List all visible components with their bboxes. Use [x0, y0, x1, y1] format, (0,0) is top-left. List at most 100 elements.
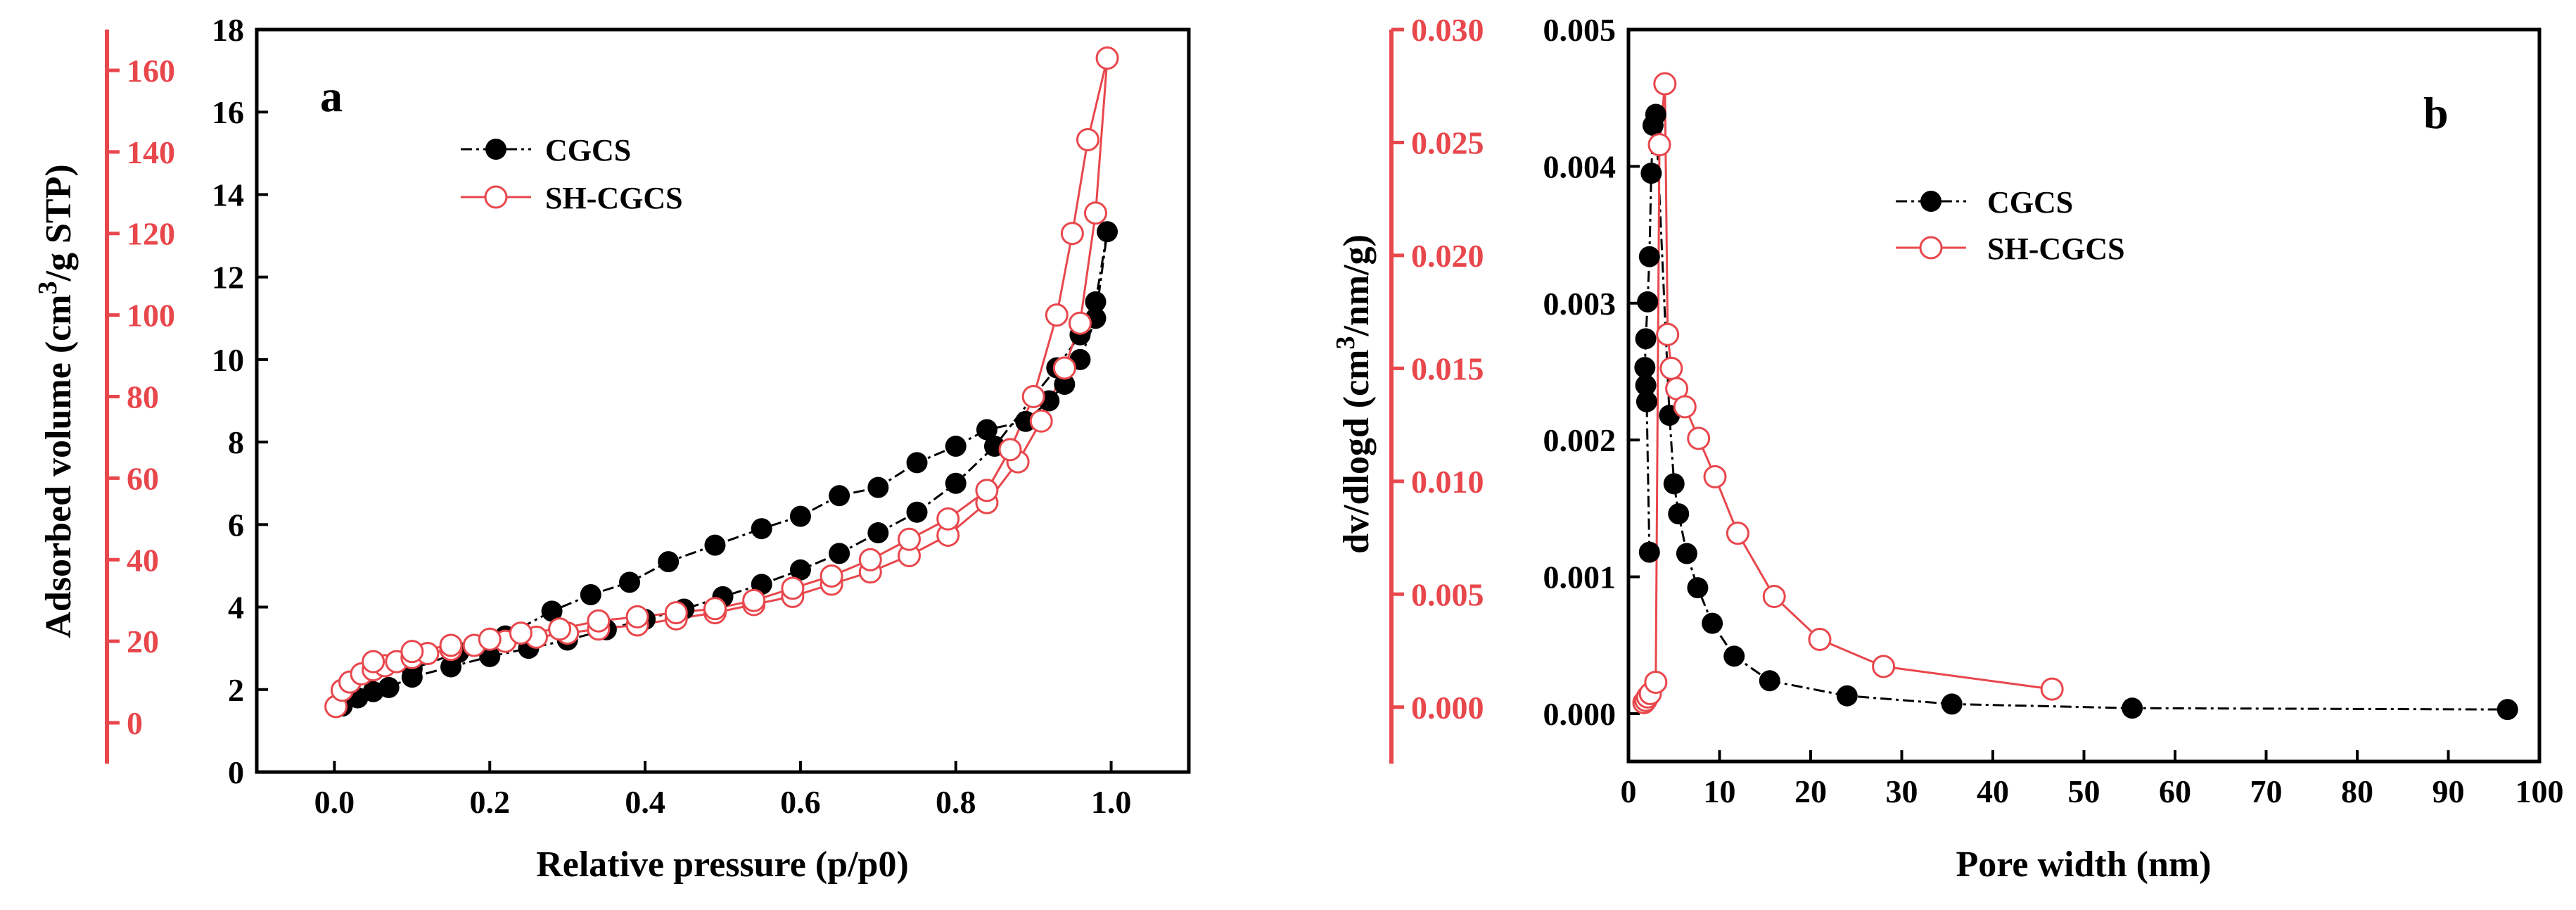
x-tick-label: 70 [2250, 773, 2283, 809]
y-tick-label: 12 [212, 260, 244, 296]
data-point-cgcs [867, 476, 889, 498]
x-tick-label: 50 [2068, 773, 2100, 809]
data-point-sh-cgcs [781, 576, 805, 600]
data-point-sh-cgcs [742, 588, 766, 612]
data-point-sh-cgcs [975, 479, 999, 503]
secondary-y-tick-label: 0.005 [1411, 576, 1484, 612]
panel-label-b: b [2423, 88, 2449, 138]
legend-a: CGCS SH-CGCS [461, 133, 683, 215]
x-tick-label: 60 [2159, 773, 2191, 809]
secondary-y-tick-label: 60 [127, 460, 159, 496]
data-point-sh-cgcs [1647, 133, 1671, 157]
data-point-cgcs [1759, 670, 1780, 692]
legend-marker-shcgcs-b [1919, 236, 1943, 260]
data-point-cgcs [378, 676, 400, 698]
data-point-cgcs [2122, 697, 2143, 719]
secondary-y-tick-label: 0.010 [1411, 464, 1484, 500]
y-tick-label: 0.002 [1543, 422, 1617, 458]
legend-marker-cgcs-b [1920, 191, 1941, 212]
data-point-sh-cgcs [820, 564, 843, 588]
data-point-cgcs [580, 583, 601, 605]
data-point-sh-cgcs [509, 621, 533, 645]
x-tick-label: 100 [2516, 773, 2564, 809]
y-tick-label: 0.000 [1543, 696, 1617, 732]
y-axis-title-a-tail: /g STP) [39, 164, 79, 282]
data-point-cgcs [906, 501, 928, 523]
data-point-cgcs [945, 472, 967, 494]
secondary-y-tick-label: 0.020 [1411, 238, 1484, 274]
data-point-cgcs [1637, 291, 1659, 312]
data-point-sh-cgcs [1656, 322, 1680, 346]
data-point-sh-cgcs [1021, 385, 1045, 408]
y-tick-label: 0.003 [1543, 286, 1617, 322]
data-point-cgcs [1668, 503, 1690, 525]
data-point-sh-cgcs [2040, 677, 2064, 701]
data-point-cgcs [1634, 357, 1656, 379]
y-tick-label: 0 [228, 754, 244, 790]
data-point-cgcs [1941, 693, 1963, 715]
data-point-sh-cgcs [1068, 311, 1092, 335]
data-point-sh-cgcs [1808, 627, 1832, 651]
x-tick-label: 0.0 [314, 784, 355, 820]
y-tick-label: 16 [212, 94, 244, 130]
data-point-cgcs [751, 518, 772, 540]
data-point-sh-cgcs [898, 527, 921, 551]
legend-label-shcgcs-b: SH-CGCS [1987, 232, 2125, 266]
secondary-y-tick-label: 20 [127, 624, 159, 659]
data-point-sh-cgcs [1653, 72, 1677, 96]
data-point-sh-cgcs [858, 548, 882, 571]
legend-label-shcgcs-a: SH-CGCS [545, 181, 683, 215]
data-point-cgcs [906, 452, 928, 474]
plot-frame-a [255, 27, 1191, 774]
y-axis-title-b-tail: /nm/g) [1337, 234, 1377, 336]
x-tick-label: 80 [2341, 773, 2373, 809]
data-point-cgcs [829, 543, 850, 564]
secondary-y-tick-label: 0.025 [1411, 125, 1484, 160]
data-point-sh-cgcs [548, 617, 572, 641]
right-axis-ticks-b: 0.000 0.005 0.010 0.015 0.020 0.025 0.030 [1391, 12, 1484, 726]
data-point-cgcs [945, 435, 967, 457]
data-point-sh-cgcs [1029, 409, 1053, 433]
data-point-sh-cgcs [1687, 426, 1711, 450]
data-point-cgcs [1645, 103, 1666, 125]
series-line-cgcs [1643, 114, 2508, 711]
y-tick-label: 0.005 [1543, 12, 1617, 48]
data-point-sh-cgcs [1095, 46, 1119, 70]
y-axis-title-b-sup: 3 [1331, 336, 1360, 350]
series-points-a [324, 46, 1119, 719]
data-point-cgcs [541, 600, 563, 622]
data-point-cgcs [1635, 328, 1657, 350]
data-point-cgcs [2497, 699, 2518, 721]
legend-b: CGCS SH-CGCS [1896, 185, 2125, 266]
data-point-sh-cgcs [703, 597, 727, 621]
x-tick-label: 30 [1886, 773, 1918, 809]
y-tick-label: 2 [228, 672, 244, 708]
chart-panel-b: 0.000 0.005 0.010 0.015 0.020 0.025 0.030 0 10 2… [1331, 12, 2564, 885]
data-point-sh-cgcs [1644, 670, 1668, 694]
data-point-cgcs [1836, 685, 1858, 707]
data-point-cgcs [1085, 291, 1107, 312]
data-point-cgcs [1635, 391, 1657, 412]
data-point-sh-cgcs [1060, 222, 1084, 246]
legend-marker-shcgcs-a [484, 185, 508, 209]
x-tick-label: 0.8 [936, 784, 976, 820]
y-tick-label: 18 [212, 12, 244, 48]
y-tick-label: 0.001 [1543, 560, 1617, 595]
y-tick-label: 4 [228, 590, 244, 626]
data-point-cgcs [479, 645, 501, 667]
data-point-cgcs [1687, 577, 1709, 599]
panel-label-a: a [320, 71, 343, 121]
data-point-cgcs [867, 522, 889, 544]
secondary-y-tick-label: 40 [127, 542, 159, 578]
secondary-y-tick-label: 0.030 [1411, 12, 1484, 48]
data-point-cgcs [1054, 374, 1076, 396]
secondary-y-tick-label: 100 [127, 298, 175, 334]
data-point-sh-cgcs [625, 605, 649, 628]
data-point-sh-cgcs [1673, 395, 1697, 419]
y-axis-title-b-main: dv/dlogd (cm [1337, 350, 1377, 554]
y-tick-label: 8 [228, 424, 244, 460]
axis-ticks-b: 0 10 20 30 40 50 60 70 80 90 100 0.000 0.001 0.002 0.0… [1543, 12, 2564, 809]
data-point-sh-cgcs [1659, 356, 1683, 380]
x-tick-label: 1.0 [1091, 784, 1132, 820]
